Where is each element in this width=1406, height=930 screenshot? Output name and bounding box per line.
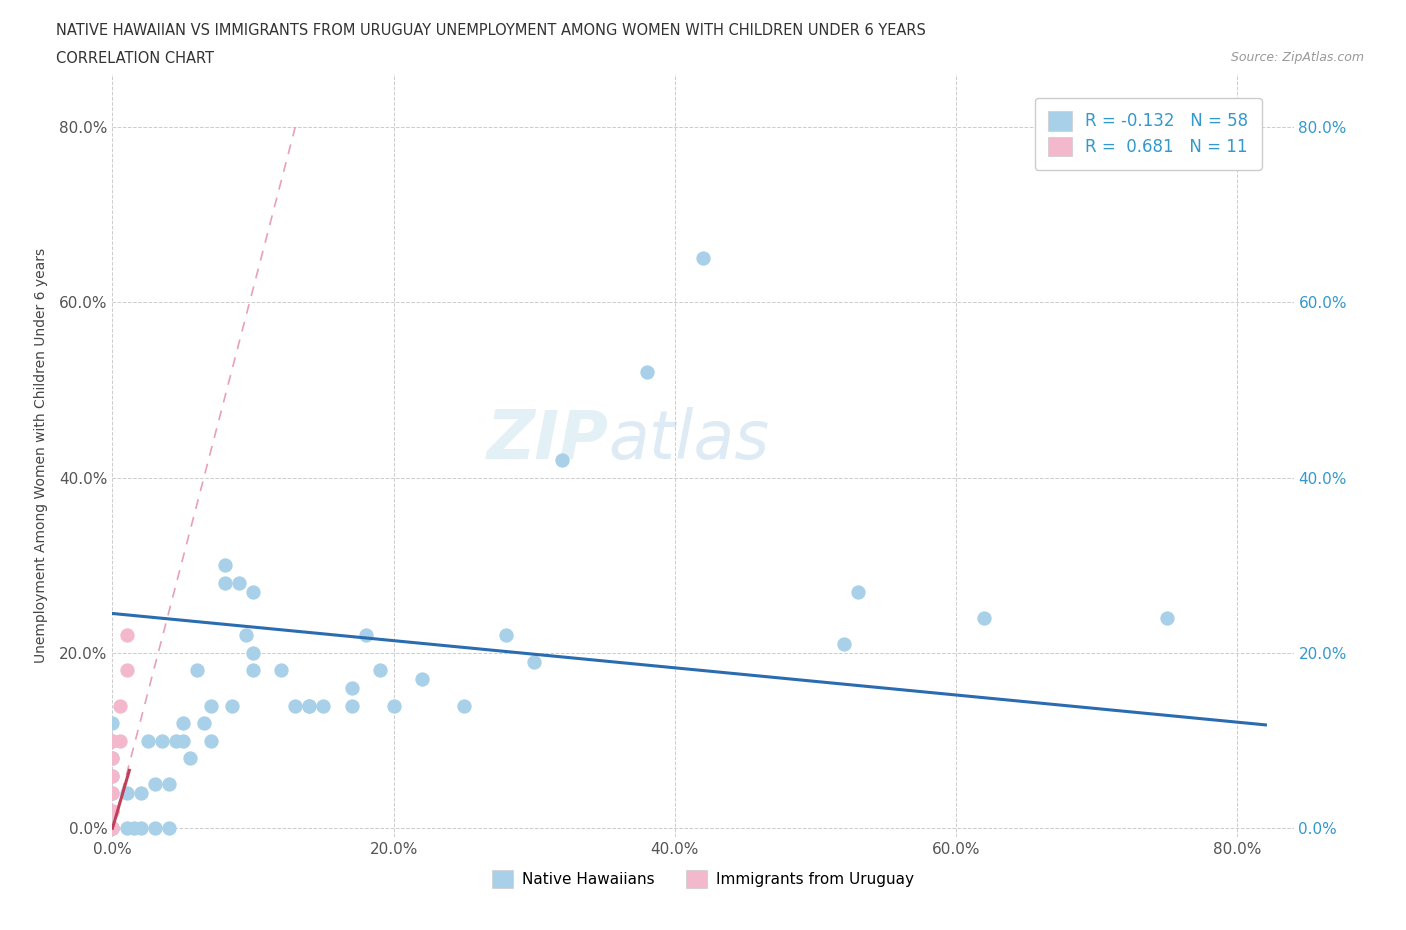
Point — [270, 663, 292, 678]
Point — [165, 733, 187, 748]
Point — [298, 698, 321, 713]
Point — [228, 576, 250, 591]
Text: NATIVE HAWAIIAN VS IMMIGRANTS FROM URUGUAY UNEMPLOYMENT AMONG WOMEN WITH CHILDRE: NATIVE HAWAIIAN VS IMMIGRANTS FROM URUGU… — [56, 23, 927, 38]
Point — [101, 821, 124, 836]
Point — [101, 804, 124, 818]
Text: ZIP: ZIP — [486, 407, 609, 473]
Point — [235, 628, 257, 643]
Point — [973, 610, 995, 625]
Point — [242, 663, 264, 678]
Point — [101, 751, 124, 765]
Point — [340, 698, 363, 713]
Point — [172, 715, 194, 730]
Point — [150, 733, 173, 748]
Point — [214, 558, 236, 573]
Point — [242, 645, 264, 660]
Point — [101, 804, 124, 818]
Point — [186, 663, 208, 678]
Point — [284, 698, 307, 713]
Point — [101, 733, 124, 748]
Point — [101, 821, 124, 836]
Point — [101, 768, 124, 783]
Point — [411, 671, 433, 686]
Point — [692, 251, 714, 266]
Point — [115, 821, 138, 836]
Point — [122, 821, 145, 836]
Point — [101, 821, 124, 836]
Y-axis label: Unemployment Among Women with Children Under 6 years: Unemployment Among Women with Children U… — [34, 248, 48, 663]
Point — [832, 637, 855, 652]
Point — [495, 628, 517, 643]
Point — [179, 751, 201, 765]
Point — [143, 821, 166, 836]
Point — [1156, 610, 1178, 625]
Point — [136, 733, 159, 748]
Point — [101, 751, 124, 765]
Point — [551, 453, 574, 468]
Point — [453, 698, 475, 713]
Point — [101, 733, 124, 748]
Point — [101, 821, 124, 836]
Point — [172, 733, 194, 748]
Point — [354, 628, 377, 643]
Point — [298, 698, 321, 713]
Point — [523, 654, 546, 669]
Point — [129, 786, 152, 801]
Text: atlas: atlas — [609, 407, 769, 473]
Legend: Native Hawaiians, Immigrants from Uruguay: Native Hawaiians, Immigrants from Urugua… — [485, 864, 921, 894]
Text: Source: ZipAtlas.com: Source: ZipAtlas.com — [1230, 51, 1364, 64]
Point — [193, 715, 215, 730]
Text: CORRELATION CHART: CORRELATION CHART — [56, 51, 214, 66]
Point — [101, 786, 124, 801]
Point — [157, 821, 180, 836]
Point — [368, 663, 391, 678]
Point — [143, 777, 166, 791]
Point — [157, 777, 180, 791]
Point — [115, 628, 138, 643]
Point — [115, 663, 138, 678]
Point — [101, 715, 124, 730]
Point — [636, 365, 658, 379]
Point — [129, 821, 152, 836]
Point — [115, 786, 138, 801]
Point — [221, 698, 243, 713]
Point — [214, 576, 236, 591]
Point — [846, 584, 869, 599]
Point — [312, 698, 335, 713]
Point — [101, 821, 124, 836]
Point — [101, 821, 124, 836]
Point — [382, 698, 405, 713]
Point — [108, 698, 131, 713]
Point — [242, 584, 264, 599]
Point — [200, 733, 222, 748]
Point — [101, 786, 124, 801]
Point — [200, 698, 222, 713]
Point — [108, 733, 131, 748]
Point — [101, 768, 124, 783]
Point — [340, 681, 363, 696]
